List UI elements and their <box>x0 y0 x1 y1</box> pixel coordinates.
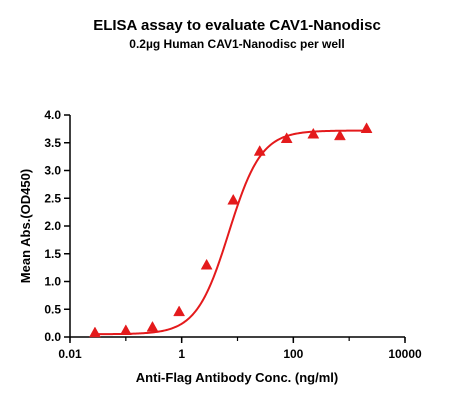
data-point <box>89 326 101 338</box>
y-tick-label: 1.0 <box>44 275 61 289</box>
data-point <box>253 145 266 156</box>
data-point <box>146 320 159 332</box>
x-tick-label: 100 <box>283 347 303 361</box>
x-tick-label: 0.01 <box>58 347 82 361</box>
chart-subtitle: 0.2µg Human CAV1-Nanodisc per well <box>129 37 344 51</box>
y-axis-label: Mean Abs.(OD450) <box>18 169 33 283</box>
chart-title: ELISA assay to evaluate CAV1-Nanodisc <box>93 17 381 34</box>
data-point <box>119 324 132 335</box>
y-tick-label: 1.5 <box>44 247 61 261</box>
y-tick-label: 2.5 <box>44 191 61 205</box>
data-point <box>200 258 213 270</box>
fit-curve <box>94 129 367 336</box>
y-tick-label: 3.0 <box>44 164 61 178</box>
y-tick-label: 3.5 <box>44 136 61 150</box>
axes: 0.0 0.5 1.0 1.5 2.0 2.5 3.0 3.5 4.0 0.01 1 100 10000 <box>44 108 422 361</box>
data-point <box>333 129 346 141</box>
y-tick-label: 0.0 <box>44 330 61 344</box>
y-tick-label: 0.5 <box>44 302 61 316</box>
x-tick-label: 1 <box>178 347 185 361</box>
y-tick-label: 4.0 <box>44 108 61 122</box>
fit-curve-layer <box>94 129 367 336</box>
data-point <box>360 122 373 133</box>
data-point <box>307 127 320 139</box>
data-point <box>280 132 293 143</box>
y-tick-label: 2.0 <box>44 219 61 233</box>
data-points <box>89 122 373 338</box>
x-axis-label: Anti-Flag Antibody Conc. (ng/ml) <box>136 370 338 385</box>
x-tick-label: 10000 <box>388 347 422 361</box>
data-point <box>173 305 186 317</box>
data-point <box>227 193 240 205</box>
